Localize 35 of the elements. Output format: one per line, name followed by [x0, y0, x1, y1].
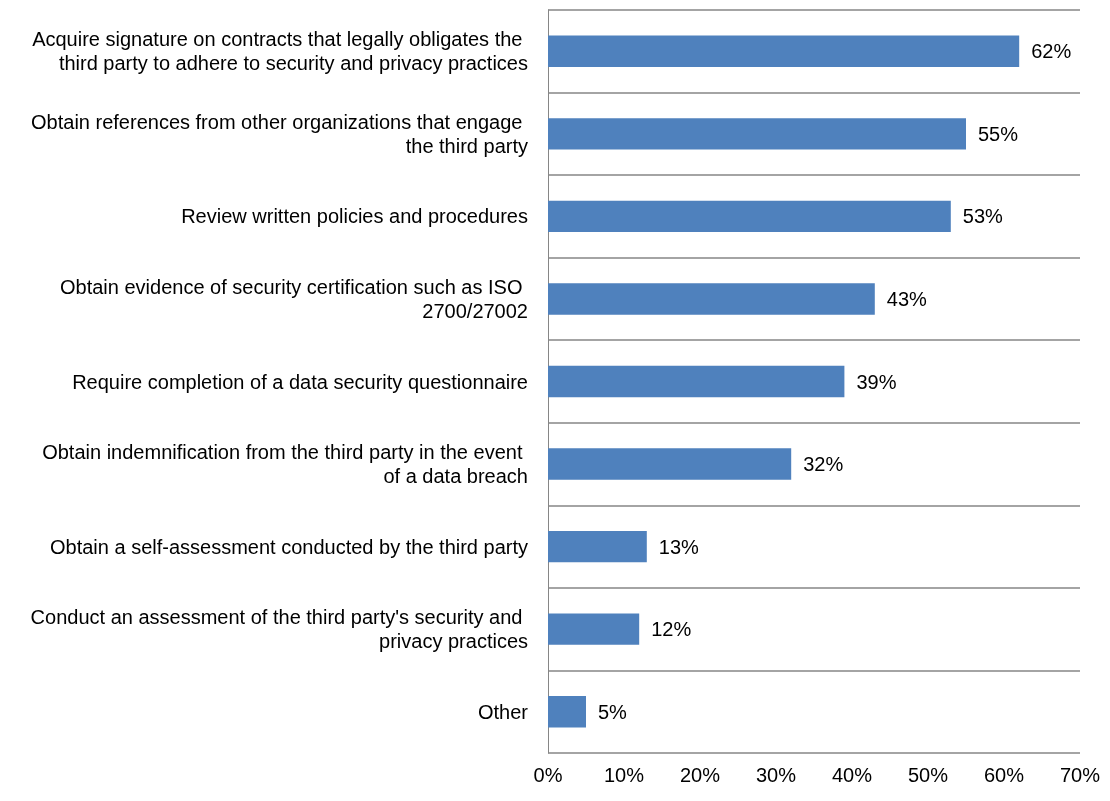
data-label: 43% — [886, 287, 928, 310]
bar — [548, 35, 1020, 67]
y-tick-label: Conduct an assessment of the third party's security and privacy practices — [30, 606, 528, 653]
data-label: 53% — [962, 205, 1004, 228]
bar — [548, 200, 951, 233]
data-label: 12% — [651, 618, 692, 641]
data-label: 39% — [856, 370, 897, 393]
x-tick-label: 60% — [983, 764, 1025, 786]
x-tick-label: 20% — [679, 764, 721, 786]
y-tick-label: Review written policies and procedures — [181, 205, 528, 228]
x-tick-label: 10% — [603, 764, 645, 786]
y-tick-label: Other — [477, 700, 529, 723]
x-tick-label: 30% — [755, 764, 797, 786]
bar — [548, 283, 875, 315]
y-tick-label: Require completion of a data security questionnaire — [72, 370, 528, 393]
x-tick-label: 40% — [831, 764, 873, 786]
y-tick-label: Obtain indemnification from the third party in the event of a data breach — [42, 441, 528, 488]
y-tick-label: Acquire signature on contracts that legally obligates the third party to adhere to security and privacy practices — [32, 28, 528, 75]
bar — [548, 365, 845, 398]
bar — [548, 448, 792, 480]
x-tick-label: 0% — [533, 764, 563, 786]
data-label: 5% — [598, 700, 628, 723]
bar — [548, 613, 640, 645]
x-tick-label: 50% — [907, 764, 949, 786]
bar — [548, 696, 586, 728]
y-tick-label: Obtain evidence of security certification such as ISO 2700/27002 — [60, 275, 528, 322]
data-label: 13% — [658, 535, 700, 558]
x-tick-label: 70% — [1059, 764, 1101, 786]
bar — [548, 118, 966, 150]
data-label: 32% — [803, 453, 844, 476]
bar — [548, 530, 647, 563]
y-tick-label: Obtain references from other organizations that engage the third party — [31, 110, 528, 157]
data-label: 55% — [978, 122, 1019, 145]
y-tick-label: Obtain a self-assessment conducted by the third party — [49, 535, 528, 558]
data-label: 62% — [1031, 40, 1072, 63]
